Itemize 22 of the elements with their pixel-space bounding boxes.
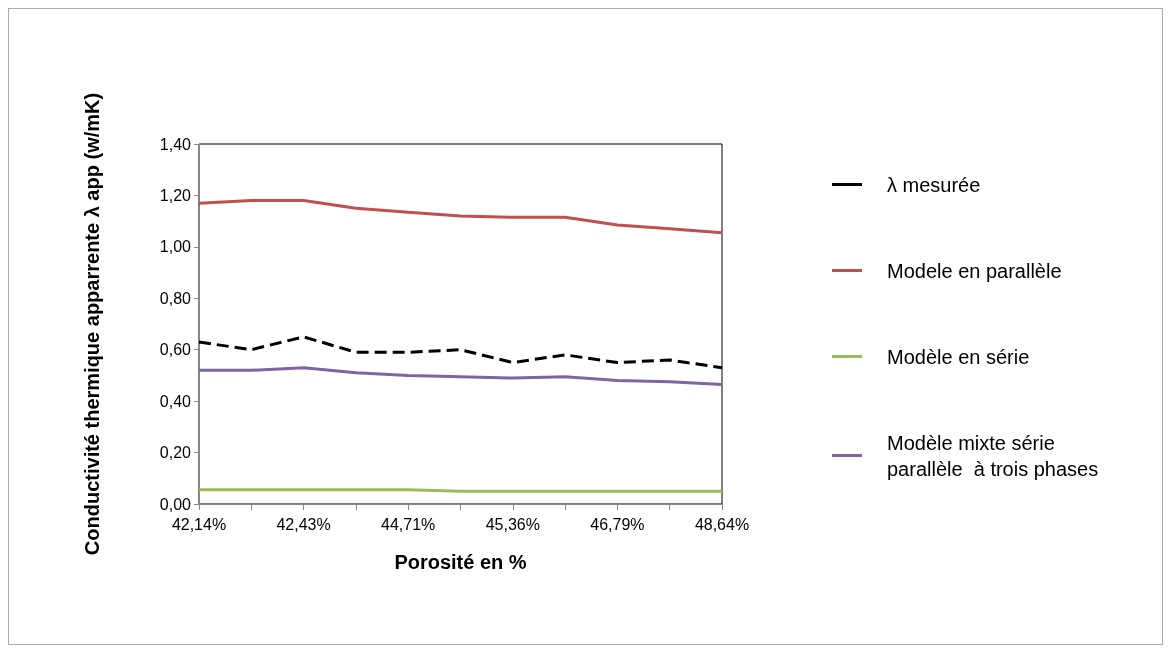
legend-label: λ mesurée <box>887 173 981 196</box>
legend-label: Modèle mixte série parallèle à trois phases <box>887 431 1099 480</box>
legend-label: Modèle en série <box>887 345 1030 368</box>
y-tick-label: 1,00 <box>159 238 192 256</box>
y-tick-label: 0,60 <box>159 341 192 359</box>
line-series <box>197 199 724 235</box>
y-tick-label: 1,40 <box>159 135 192 153</box>
x-tick-label: 48,64% <box>694 515 750 533</box>
x-tick-label: 42,14% <box>171 515 227 533</box>
x-tick-label: 46,79% <box>590 515 645 533</box>
y-tick-label: 0,40 <box>159 392 192 410</box>
line-series <box>197 366 724 386</box>
y-axis-title: Conductivité thermique apparrente λ app (w/mK) <box>81 92 103 556</box>
y-tick-label: 0,00 <box>159 495 192 513</box>
y-tick-label: 0,20 <box>159 444 192 462</box>
legend-label: Modele en parallèle <box>887 259 1062 282</box>
y-tick-label: 0,80 <box>159 289 192 307</box>
x-tick-label: 44,71% <box>381 515 436 533</box>
x-tick-label: 45,36% <box>485 515 540 533</box>
x-tick-label: 42,43% <box>276 515 331 533</box>
x-axis-title: Porosité en % <box>394 551 527 573</box>
y-tick-label: 1,20 <box>159 186 192 204</box>
